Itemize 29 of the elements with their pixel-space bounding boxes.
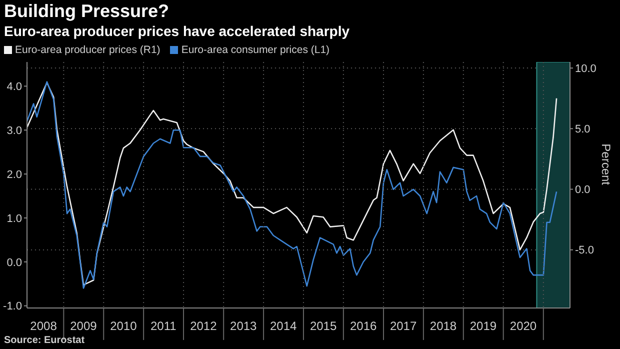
x-tick-label: 2010 <box>110 319 138 333</box>
source-note: Source: Eurostat <box>4 335 85 346</box>
x-tick-label: 2016 <box>350 319 378 333</box>
x-tick-label: 2013 <box>230 319 258 333</box>
x-tick-label: 2008 <box>30 319 58 333</box>
chart-title: Building Pressure? <box>4 1 170 22</box>
x-tick-label: 2011 <box>150 319 177 333</box>
x-tick-label: 2014 <box>270 319 298 333</box>
y-tick-label: 3.0 <box>6 124 22 137</box>
y-tick-label: 4.0 <box>6 81 22 94</box>
y-tick-label: 1.0 <box>6 212 22 225</box>
y-tick-label: -1.0 <box>3 300 22 313</box>
x-tick-label: 2012 <box>190 319 218 333</box>
x-tick-label: 2020 <box>510 319 537 333</box>
chart-subtitle: Euro-area producer prices have accelerated sharply <box>4 23 350 39</box>
y2-axis-title: Percent <box>598 144 613 186</box>
legend-label: Euro-area consumer prices (L1) <box>181 44 330 56</box>
y-tick-label: 2.0 <box>6 168 22 181</box>
y2-tick-label: 10.0 <box>575 62 596 75</box>
y-tick-label: 0.0 <box>6 256 22 269</box>
x-tick-label: 2019 <box>470 319 497 333</box>
x-tick-label: 2009 <box>70 319 98 333</box>
y2-tick-label: -5.0 <box>575 244 594 257</box>
x-tick-label: 2015 <box>310 319 337 333</box>
y2-tick-label: 5.0 <box>575 124 590 136</box>
legend-label: Euro-area producer prices (R1) <box>15 44 160 56</box>
x-tick-label: 2017 <box>390 319 417 333</box>
y2-tick-label: 0.0 <box>575 184 590 196</box>
x-tick-label: 2018 <box>430 319 457 333</box>
